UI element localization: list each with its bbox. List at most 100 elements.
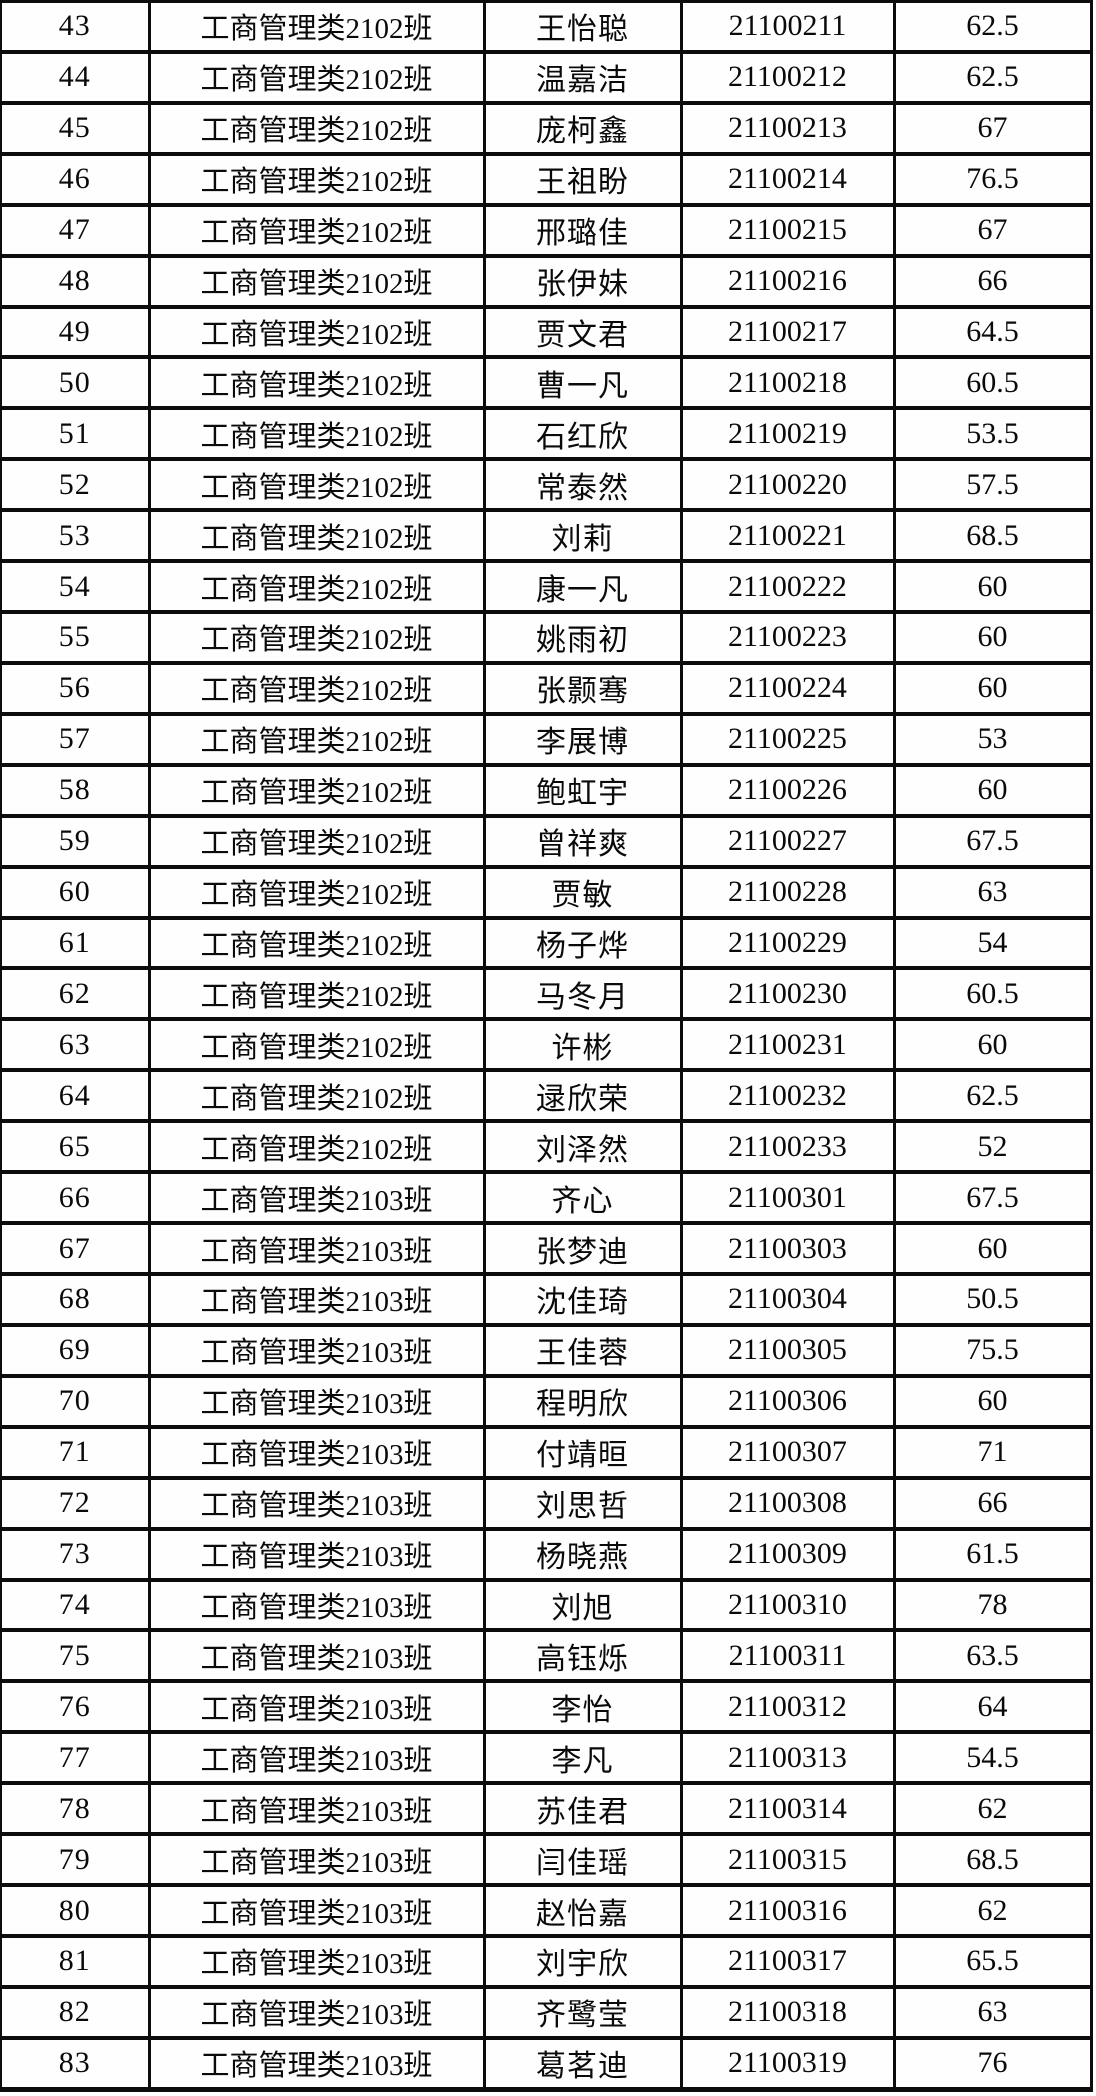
cell-class: 工商管理类2103班 xyxy=(147,1883,486,1938)
table-row: 51 工商管理类2102班 石红欣 21100219 53.5 xyxy=(0,406,1093,462)
table-row: 64 工商管理类2102班 逯欣荣 21100232 62.5 xyxy=(0,1068,1093,1124)
cell-student_id: 21100219 xyxy=(679,406,896,462)
cell-class: 工商管理类2102班 xyxy=(147,457,486,513)
cell-student_id: 21100316 xyxy=(679,1883,896,1938)
cell-seq: 61 xyxy=(0,915,151,971)
cell-class: 工商管理类2103班 xyxy=(147,1221,486,1277)
cell-class: 工商管理类2103班 xyxy=(147,1373,486,1429)
table-row: 69 工商管理类2103班 王佳蓉 21100305 75.5 xyxy=(0,1322,1093,1378)
cell-name: 齐鹭莹 xyxy=(482,1984,683,2040)
cell-name: 张梦迪 xyxy=(482,1221,683,1277)
cell-class: 工商管理类2102班 xyxy=(147,355,486,411)
cell-score: 60 xyxy=(892,559,1093,615)
cell-name: 李展博 xyxy=(482,711,683,767)
cell-class: 工商管理类2103班 xyxy=(147,1475,486,1531)
cell-seq: 56 xyxy=(0,660,151,716)
cell-name: 齐心 xyxy=(482,1170,683,1226)
cell-class: 工商管理类2102班 xyxy=(147,660,486,716)
table-row: 70 工商管理类2103班 程明欣 21100306 60 xyxy=(0,1373,1093,1429)
cell-score: 61.5 xyxy=(892,1526,1093,1582)
cell-score: 68.5 xyxy=(892,1832,1093,1888)
cell-score: 53 xyxy=(892,711,1093,767)
cell-score: 76 xyxy=(892,2035,1093,2092)
cell-score: 54 xyxy=(892,915,1093,971)
table-row: 75 工商管理类2103班 高钰烁 21100311 63.5 xyxy=(0,1628,1093,1684)
cell-score: 57.5 xyxy=(892,457,1093,513)
table-row: 60 工商管理类2102班 贾敏 21100228 63 xyxy=(0,864,1093,920)
cell-class: 工商管理类2103班 xyxy=(147,1832,486,1888)
cell-student_id: 21100304 xyxy=(679,1272,896,1327)
table-row: 49 工商管理类2102班 贾文君 21100217 64.5 xyxy=(0,304,1093,360)
cell-score: 60 xyxy=(892,660,1093,716)
cell-name: 杨子烨 xyxy=(482,915,683,971)
table-row: 50 工商管理类2102班 曹一凡 21100218 60.5 xyxy=(0,355,1093,411)
cell-name: 赵怡嘉 xyxy=(482,1883,683,1938)
cell-student_id: 21100220 xyxy=(679,457,896,513)
cell-name: 逯欣荣 xyxy=(482,1068,683,1124)
cell-name: 苏佳君 xyxy=(482,1781,683,1837)
cell-name: 刘莉 xyxy=(482,508,683,564)
cell-student_id: 21100229 xyxy=(679,915,896,971)
cell-name: 李怡 xyxy=(482,1679,683,1735)
cell-student_id: 21100313 xyxy=(679,1730,896,1786)
cell-seq: 69 xyxy=(0,1322,151,1378)
cell-name: 邢璐佳 xyxy=(482,202,683,258)
cell-student_id: 21100213 xyxy=(679,100,896,156)
cell-seq: 80 xyxy=(0,1883,151,1938)
cell-student_id: 21100311 xyxy=(679,1628,896,1684)
cell-seq: 55 xyxy=(0,610,151,665)
cell-name: 马冬月 xyxy=(482,966,683,1022)
cell-score: 65.5 xyxy=(892,1934,1093,1989)
cell-name: 张颢骞 xyxy=(482,660,683,716)
cell-student_id: 21100315 xyxy=(679,1832,896,1888)
cell-seq: 83 xyxy=(0,2035,151,2092)
table-row: 52 工商管理类2102班 常泰然 21100220 57.5 xyxy=(0,457,1093,513)
cell-score: 66 xyxy=(892,253,1093,309)
cell-class: 工商管理类2102班 xyxy=(147,406,486,462)
cell-seq: 47 xyxy=(0,202,151,258)
table-row: 45 工商管理类2102班 庞柯鑫 21100213 67 xyxy=(0,100,1093,156)
cell-class: 工商管理类2103班 xyxy=(147,1272,486,1327)
cell-seq: 82 xyxy=(0,1984,151,2040)
cell-name: 王怡聪 xyxy=(482,0,683,54)
cell-seq: 63 xyxy=(0,1017,151,1073)
cell-class: 工商管理类2103班 xyxy=(147,1934,486,1989)
cell-student_id: 21100301 xyxy=(679,1170,896,1226)
cell-name: 杨晓燕 xyxy=(482,1526,683,1582)
cell-student_id: 21100216 xyxy=(679,253,896,309)
cell-class: 工商管理类2103班 xyxy=(147,1170,486,1226)
cell-score: 60 xyxy=(892,1017,1093,1073)
cell-seq: 66 xyxy=(0,1170,151,1226)
cell-class: 工商管理类2102班 xyxy=(147,253,486,309)
table-row: 56 工商管理类2102班 张颢骞 21100224 60 xyxy=(0,660,1093,716)
cell-student_id: 21100305 xyxy=(679,1322,896,1378)
cell-seq: 62 xyxy=(0,966,151,1022)
table-row: 71 工商管理类2103班 付靖晅 21100307 71 xyxy=(0,1424,1093,1480)
cell-score: 52 xyxy=(892,1119,1093,1175)
cell-name: 高钰烁 xyxy=(482,1628,683,1684)
cell-seq: 51 xyxy=(0,406,151,462)
cell-name: 沈佳琦 xyxy=(482,1272,683,1327)
cell-name: 付靖晅 xyxy=(482,1424,683,1480)
cell-seq: 70 xyxy=(0,1373,151,1429)
cell-name: 石红欣 xyxy=(482,406,683,462)
cell-student_id: 21100319 xyxy=(679,2035,896,2092)
table-row: 67 工商管理类2103班 张梦迪 21100303 60 xyxy=(0,1221,1093,1277)
cell-class: 工商管理类2102班 xyxy=(147,0,486,54)
cell-student_id: 21100223 xyxy=(679,610,896,665)
cell-score: 62.5 xyxy=(892,0,1093,54)
cell-name: 许彬 xyxy=(482,1017,683,1073)
cell-class: 工商管理类2103班 xyxy=(147,2035,486,2092)
cell-seq: 46 xyxy=(0,151,151,207)
cell-seq: 58 xyxy=(0,762,151,818)
cell-name: 曾祥爽 xyxy=(482,813,683,869)
cell-student_id: 21100310 xyxy=(679,1577,896,1633)
cell-seq: 64 xyxy=(0,1068,151,1124)
cell-seq: 52 xyxy=(0,457,151,513)
cell-student_id: 21100306 xyxy=(679,1373,896,1429)
cell-class: 工商管理类2102班 xyxy=(147,813,486,869)
cell-score: 50.5 xyxy=(892,1272,1093,1327)
table-row: 74 工商管理类2103班 刘旭 21100310 78 xyxy=(0,1577,1093,1633)
cell-seq: 48 xyxy=(0,253,151,309)
